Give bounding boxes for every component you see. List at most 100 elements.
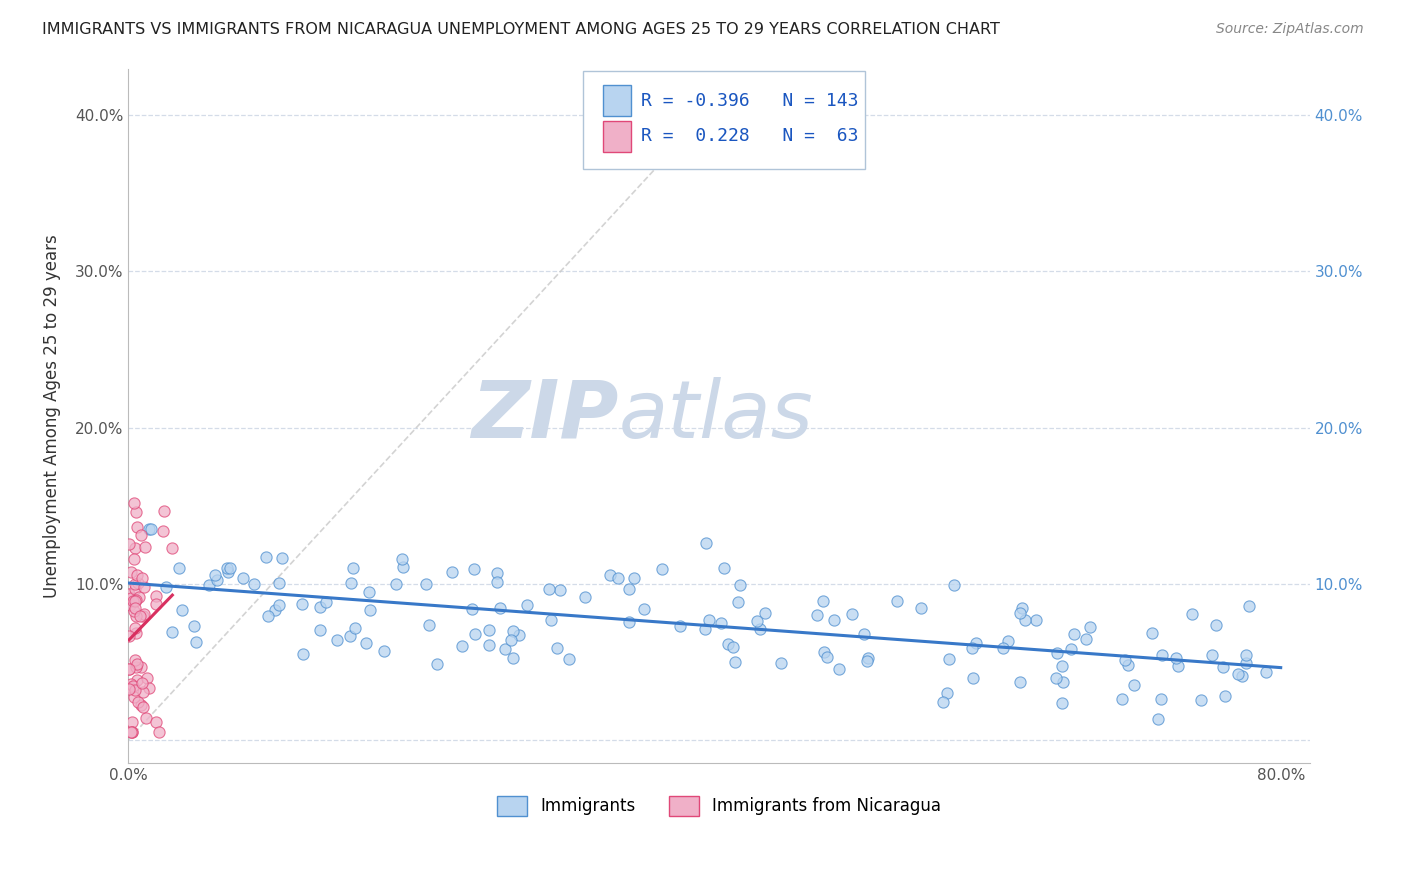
Point	[129, 609, 152, 624]
Point	[910, 600, 932, 615]
Point	[1147, 712, 1170, 726]
Point	[1150, 692, 1173, 706]
Point	[1114, 653, 1136, 667]
Point	[118, 662, 141, 676]
Point	[619, 582, 641, 597]
Point	[754, 606, 776, 620]
Point	[155, 580, 177, 594]
Point	[124, 653, 146, 667]
Point	[1237, 599, 1260, 613]
Point	[125, 625, 148, 640]
Point	[315, 595, 337, 609]
Point	[1230, 669, 1253, 683]
Point	[145, 590, 167, 604]
Point	[516, 598, 538, 612]
Point	[269, 598, 291, 612]
Point	[727, 595, 749, 609]
Point	[122, 496, 145, 510]
Point	[1010, 675, 1032, 690]
Point	[1152, 648, 1174, 662]
Point	[558, 652, 581, 666]
Point	[1063, 626, 1085, 640]
Point	[125, 520, 148, 534]
Point	[125, 657, 148, 672]
Point	[124, 682, 146, 697]
Point	[811, 594, 834, 608]
Point	[122, 679, 145, 693]
Point	[1181, 607, 1204, 621]
Point	[723, 655, 745, 669]
Point	[806, 607, 828, 622]
Point	[494, 642, 516, 657]
Point	[693, 622, 716, 636]
Point	[936, 686, 959, 700]
Point	[932, 695, 955, 709]
Point	[1226, 666, 1249, 681]
Point	[125, 660, 148, 674]
Point	[120, 677, 142, 691]
Point	[339, 629, 361, 643]
Point	[1118, 657, 1140, 672]
Point	[354, 636, 377, 650]
Text: atlas: atlas	[619, 376, 813, 455]
Point	[120, 591, 142, 605]
Point	[1234, 648, 1257, 662]
Text: ZIP: ZIP	[471, 376, 619, 455]
Point	[823, 613, 845, 627]
Point	[815, 650, 838, 665]
Point	[1074, 632, 1097, 646]
Point	[1111, 692, 1133, 706]
Point	[548, 583, 571, 598]
Point	[136, 671, 159, 685]
Point	[546, 641, 568, 656]
Point	[1212, 660, 1234, 674]
Point	[342, 560, 364, 574]
Point	[713, 561, 735, 575]
Point	[131, 698, 153, 713]
Point	[127, 576, 149, 591]
Point	[131, 675, 153, 690]
Point	[138, 681, 160, 695]
Point	[127, 695, 149, 709]
Point	[344, 621, 367, 635]
Point	[162, 541, 184, 556]
Text: IMMIGRANTS VS IMMIGRANTS FROM NICARAGUA UNEMPLOYMENT AMONG AGES 25 TO 29 YEARS C: IMMIGRANTS VS IMMIGRANTS FROM NICARAGUA …	[42, 22, 1000, 37]
Point	[1213, 689, 1236, 703]
Point	[463, 562, 485, 576]
Point	[1050, 659, 1073, 673]
Point	[537, 582, 560, 596]
Point	[1164, 650, 1187, 665]
Legend: Immigrants, Immigrants from Nicaragua: Immigrants, Immigrants from Nicaragua	[488, 788, 949, 824]
Point	[1166, 658, 1188, 673]
Point	[309, 623, 332, 637]
Point	[326, 632, 349, 647]
Point	[965, 636, 987, 650]
Point	[125, 609, 148, 624]
Point	[263, 602, 285, 616]
Point	[749, 622, 772, 636]
Point	[254, 549, 277, 564]
Point	[153, 504, 176, 518]
Point	[134, 607, 156, 621]
Point	[267, 576, 290, 591]
Point	[170, 603, 193, 617]
Point	[357, 585, 380, 599]
Point	[418, 618, 440, 632]
Point	[131, 699, 153, 714]
Point	[1236, 656, 1258, 670]
Point	[132, 580, 155, 594]
Point	[270, 551, 292, 566]
Point	[633, 601, 655, 615]
Point	[856, 654, 879, 668]
Point	[124, 600, 146, 615]
Point	[359, 603, 381, 617]
Point	[232, 571, 254, 585]
Point	[623, 571, 645, 585]
Point	[813, 645, 835, 659]
Point	[997, 633, 1019, 648]
Point	[120, 725, 142, 739]
Point	[1060, 642, 1083, 657]
Point	[695, 536, 717, 550]
Point	[204, 567, 226, 582]
Point	[606, 571, 628, 585]
